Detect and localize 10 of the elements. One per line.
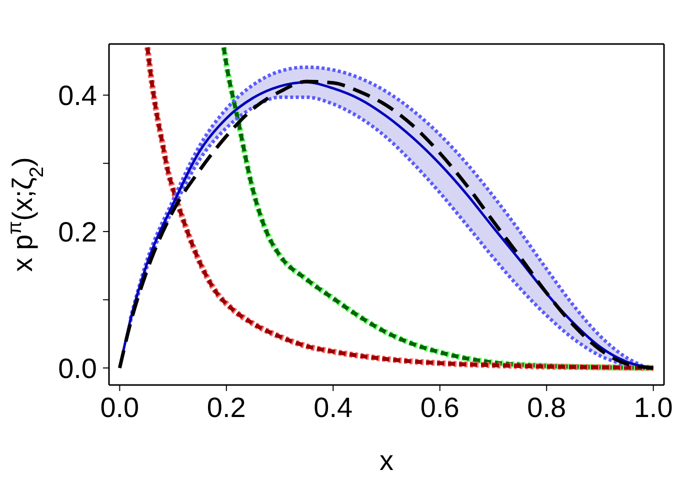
y-tick-label: 0.0 [58,352,97,384]
x-tick-label: 0.4 [314,392,353,423]
y-tick-label: 0.4 [58,80,97,112]
x-tick-label: 0.6 [420,392,460,423]
x-tick-label: 0.2 [206,392,246,423]
y-tick-label: 0.2 [58,216,97,248]
x-axis-title: x [380,445,394,476]
x-tick-label: 0.8 [527,392,566,423]
x-tick-label: 1.0 [634,392,673,423]
x-tick-label: 0.0 [100,392,140,423]
